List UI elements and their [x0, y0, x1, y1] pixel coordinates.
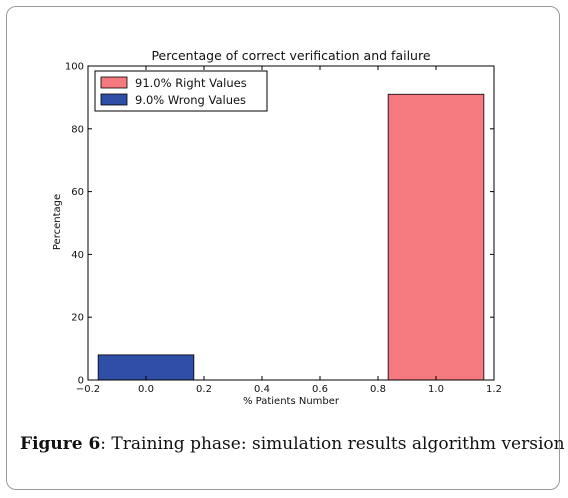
- y-tick-label: 100: [65, 62, 84, 73]
- y-tick-label: 0: [78, 376, 84, 387]
- x-tick-label: 0.2: [196, 384, 212, 395]
- figure-caption-text: : Training phase: simulation results alg…: [100, 434, 568, 454]
- x-tick-label: 0.4: [254, 384, 270, 395]
- x-tick-label: 0.0: [138, 384, 154, 395]
- x-tick-label: 1.0: [428, 384, 444, 395]
- figure-label: Figure 6: [20, 434, 101, 454]
- y-tick-label: 80: [71, 124, 84, 135]
- y-axis-label: Percentage: [52, 194, 63, 250]
- x-tick-label: 0.8: [370, 384, 386, 395]
- bar-0: [387, 93, 485, 381]
- y-tick-label: 40: [71, 250, 84, 261]
- legend-swatch-0: [100, 76, 128, 89]
- legend-label-1: 9.0% Wrong Values: [135, 93, 246, 107]
- chart-title: Percentage of correct verification and f…: [151, 48, 430, 63]
- x-tick-label: −0.2: [76, 384, 100, 395]
- y-tick-label: 60: [71, 187, 84, 198]
- legend-swatch-1: [100, 93, 128, 106]
- figure-caption: Figure 6: Training phase: simulation res…: [20, 434, 568, 454]
- x-tick-label: 0.6: [312, 384, 328, 395]
- bar-chart: Percentage of correct verification and f…: [52, 48, 502, 407]
- legend-label-0: 91.0% Right Values: [135, 76, 247, 90]
- plot-area: [87, 65, 495, 381]
- x-axis-label: % Patients Number: [243, 396, 340, 407]
- x-tick-label: 1.2: [486, 384, 502, 395]
- bar-1: [97, 354, 195, 381]
- legend: 91.0% Right Values 9.0% Wrong Values: [94, 70, 268, 112]
- y-tick-label: 20: [71, 313, 84, 324]
